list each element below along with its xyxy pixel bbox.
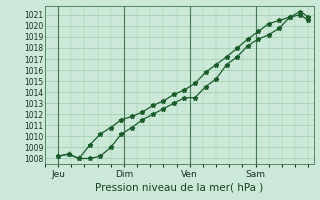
X-axis label: Pression niveau de la mer( hPa ): Pression niveau de la mer( hPa ) bbox=[95, 183, 263, 193]
